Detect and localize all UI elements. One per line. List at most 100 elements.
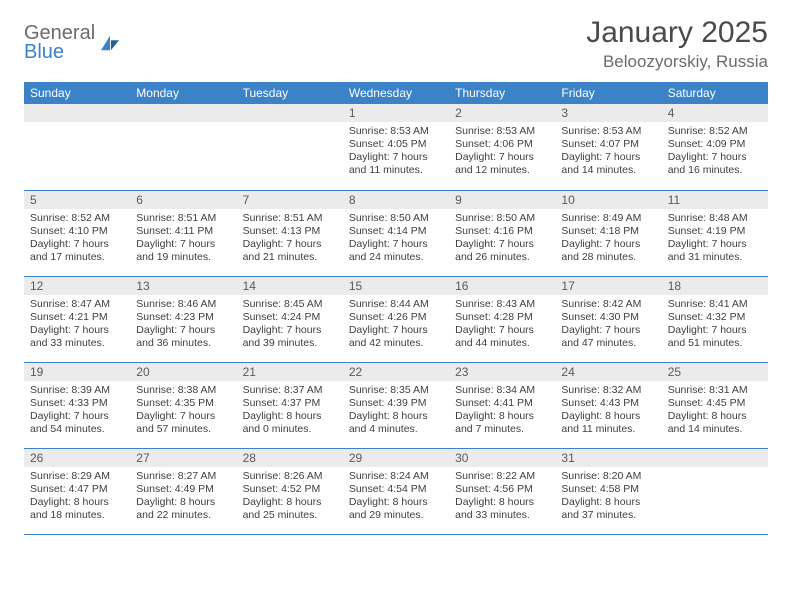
daylight-line: Daylight: 7 hours and 42 minutes. [349,324,443,350]
calendar-body: 1Sunrise: 8:53 AMSunset: 4:05 PMDaylight… [24,104,768,534]
day-details [24,122,130,129]
day-details: Sunrise: 8:44 AMSunset: 4:26 PMDaylight:… [343,295,449,355]
sunset-line: Sunset: 4:37 PM [243,397,337,410]
sunset-line: Sunset: 4:52 PM [243,483,337,496]
day-details: Sunrise: 8:51 AMSunset: 4:11 PMDaylight:… [130,209,236,269]
sunset-line: Sunset: 4:41 PM [455,397,549,410]
sunrise-line: Sunrise: 8:50 AM [455,212,549,225]
day-number: 4 [662,104,768,122]
sunset-line: Sunset: 4:28 PM [455,311,549,324]
day-details: Sunrise: 8:43 AMSunset: 4:28 PMDaylight:… [449,295,555,355]
sunrise-line: Sunrise: 8:24 AM [349,470,443,483]
calendar-day-cell: 9Sunrise: 8:50 AMSunset: 4:16 PMDaylight… [449,190,555,276]
daylight-line: Daylight: 7 hours and 44 minutes. [455,324,549,350]
day-number: 1 [343,104,449,122]
day-details: Sunrise: 8:50 AMSunset: 4:16 PMDaylight:… [449,209,555,269]
calendar-day-cell: 31Sunrise: 8:20 AMSunset: 4:58 PMDayligh… [555,448,661,534]
sail-icon [99,34,121,52]
day-number: 18 [662,277,768,295]
day-number: 25 [662,363,768,381]
calendar-day-cell: 20Sunrise: 8:38 AMSunset: 4:35 PMDayligh… [130,362,236,448]
calendar-day-cell: 17Sunrise: 8:42 AMSunset: 4:30 PMDayligh… [555,276,661,362]
title-block: January 2025 Beloozyorskiy, Russia [586,18,768,72]
day-details: Sunrise: 8:24 AMSunset: 4:54 PMDaylight:… [343,467,449,527]
day-details: Sunrise: 8:53 AMSunset: 4:07 PMDaylight:… [555,122,661,182]
day-details: Sunrise: 8:32 AMSunset: 4:43 PMDaylight:… [555,381,661,441]
day-number: 10 [555,191,661,209]
weekday-header: Thursday [449,82,555,104]
weekday-header: Friday [555,82,661,104]
sunrise-line: Sunrise: 8:52 AM [30,212,124,225]
calendar-day-cell: 7Sunrise: 8:51 AMSunset: 4:13 PMDaylight… [237,190,343,276]
calendar-day-cell [237,104,343,190]
daylight-line: Daylight: 8 hours and 37 minutes. [561,496,655,522]
day-details: Sunrise: 8:41 AMSunset: 4:32 PMDaylight:… [662,295,768,355]
calendar-day-cell: 2Sunrise: 8:53 AMSunset: 4:06 PMDaylight… [449,104,555,190]
sunrise-line: Sunrise: 8:22 AM [455,470,549,483]
weekday-header: Wednesday [343,82,449,104]
sunset-line: Sunset: 4:06 PM [455,138,549,151]
sunrise-line: Sunrise: 8:47 AM [30,298,124,311]
daylight-line: Daylight: 8 hours and 0 minutes. [243,410,337,436]
calendar-day-cell: 15Sunrise: 8:44 AMSunset: 4:26 PMDayligh… [343,276,449,362]
daylight-line: Daylight: 7 hours and 14 minutes. [561,151,655,177]
day-details: Sunrise: 8:46 AMSunset: 4:23 PMDaylight:… [130,295,236,355]
daylight-line: Daylight: 7 hours and 31 minutes. [668,238,762,264]
day-number: 15 [343,277,449,295]
calendar-day-cell: 19Sunrise: 8:39 AMSunset: 4:33 PMDayligh… [24,362,130,448]
day-number: 11 [662,191,768,209]
calendar-day-cell: 4Sunrise: 8:52 AMSunset: 4:09 PMDaylight… [662,104,768,190]
day-number: 29 [343,449,449,467]
day-details: Sunrise: 8:26 AMSunset: 4:52 PMDaylight:… [237,467,343,527]
day-details [662,467,768,474]
sunrise-line: Sunrise: 8:51 AM [243,212,337,225]
day-details: Sunrise: 8:34 AMSunset: 4:41 PMDaylight:… [449,381,555,441]
calendar-day-cell: 26Sunrise: 8:29 AMSunset: 4:47 PMDayligh… [24,448,130,534]
sunset-line: Sunset: 4:39 PM [349,397,443,410]
calendar-day-cell: 14Sunrise: 8:45 AMSunset: 4:24 PMDayligh… [237,276,343,362]
calendar-day-cell: 3Sunrise: 8:53 AMSunset: 4:07 PMDaylight… [555,104,661,190]
sunrise-line: Sunrise: 8:32 AM [561,384,655,397]
daylight-line: Daylight: 7 hours and 57 minutes. [136,410,230,436]
calendar-week-row: 1Sunrise: 8:53 AMSunset: 4:05 PMDaylight… [24,104,768,190]
sunset-line: Sunset: 4:49 PM [136,483,230,496]
calendar-day-cell: 28Sunrise: 8:26 AMSunset: 4:52 PMDayligh… [237,448,343,534]
calendar-day-cell: 21Sunrise: 8:37 AMSunset: 4:37 PMDayligh… [237,362,343,448]
calendar-day-cell [662,448,768,534]
calendar-day-cell: 16Sunrise: 8:43 AMSunset: 4:28 PMDayligh… [449,276,555,362]
daylight-line: Daylight: 7 hours and 19 minutes. [136,238,230,264]
sunrise-line: Sunrise: 8:38 AM [136,384,230,397]
calendar-day-cell: 10Sunrise: 8:49 AMSunset: 4:18 PMDayligh… [555,190,661,276]
sunrise-line: Sunrise: 8:39 AM [30,384,124,397]
daylight-line: Daylight: 7 hours and 17 minutes. [30,238,124,264]
weekday-header: Saturday [662,82,768,104]
day-number: 8 [343,191,449,209]
day-details: Sunrise: 8:47 AMSunset: 4:21 PMDaylight:… [24,295,130,355]
calendar-table: SundayMondayTuesdayWednesdayThursdayFrid… [24,82,768,535]
sunrise-line: Sunrise: 8:31 AM [668,384,762,397]
daylight-line: Daylight: 8 hours and 22 minutes. [136,496,230,522]
sunset-line: Sunset: 4:58 PM [561,483,655,496]
day-details: Sunrise: 8:35 AMSunset: 4:39 PMDaylight:… [343,381,449,441]
day-number: 12 [24,277,130,295]
weekday-header: Monday [130,82,236,104]
calendar-day-cell: 24Sunrise: 8:32 AMSunset: 4:43 PMDayligh… [555,362,661,448]
sunset-line: Sunset: 4:24 PM [243,311,337,324]
weekday-header: Sunday [24,82,130,104]
day-number: 5 [24,191,130,209]
day-details: Sunrise: 8:38 AMSunset: 4:35 PMDaylight:… [130,381,236,441]
day-number: 27 [130,449,236,467]
day-details: Sunrise: 8:45 AMSunset: 4:24 PMDaylight:… [237,295,343,355]
day-details: Sunrise: 8:27 AMSunset: 4:49 PMDaylight:… [130,467,236,527]
sunrise-line: Sunrise: 8:44 AM [349,298,443,311]
sunrise-line: Sunrise: 8:46 AM [136,298,230,311]
day-number: 19 [24,363,130,381]
day-number: 22 [343,363,449,381]
day-number: 2 [449,104,555,122]
daylight-line: Daylight: 7 hours and 36 minutes. [136,324,230,350]
day-details: Sunrise: 8:48 AMSunset: 4:19 PMDaylight:… [662,209,768,269]
day-number [237,104,343,122]
day-number: 26 [24,449,130,467]
sunrise-line: Sunrise: 8:52 AM [668,125,762,138]
day-details [237,122,343,129]
